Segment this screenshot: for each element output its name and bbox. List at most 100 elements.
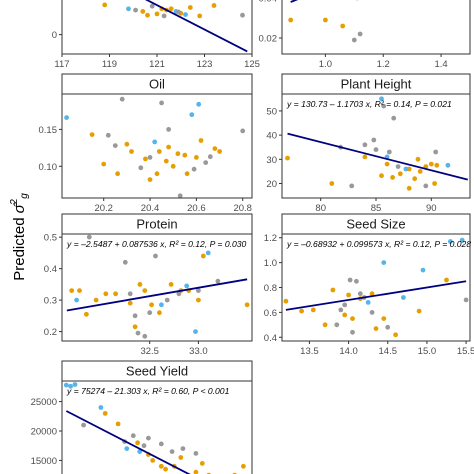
facet-title: Oil <box>149 77 165 92</box>
data-point-grey <box>177 193 183 198</box>
data-point-orange <box>329 181 335 186</box>
data-point-grey <box>180 446 186 451</box>
regression-line <box>65 410 191 474</box>
x-tick-label: 20.4 <box>141 203 160 214</box>
data-point-blue <box>72 382 78 387</box>
data-point-orange <box>342 312 348 318</box>
data-point-orange <box>406 166 412 172</box>
data-point-orange <box>241 463 246 469</box>
y-tick-label: 20 <box>266 179 277 190</box>
data-point-orange <box>428 161 434 167</box>
data-point-grey <box>159 100 165 106</box>
y-tick-label: 0.04 <box>259 0 278 5</box>
data-point-grey <box>147 155 153 160</box>
data-point-orange <box>322 322 328 328</box>
data-point-grey <box>342 302 348 308</box>
data-point-grey <box>357 291 363 297</box>
data-point-orange <box>143 156 148 162</box>
y-tick-label: 0.8 <box>264 283 277 294</box>
data-point-orange <box>196 297 201 303</box>
data-point-orange <box>330 287 336 293</box>
data-point-grey <box>119 96 125 102</box>
regression-annotation: y = –2.5487 + 0.087536 x, R² = 0.12, P =… <box>66 239 247 249</box>
data-point-orange <box>416 308 422 314</box>
data-point-orange <box>362 154 368 160</box>
data-point-orange <box>140 9 146 14</box>
data-point-orange <box>288 17 294 23</box>
y-tick-label: 0.10 <box>39 162 58 173</box>
data-point-orange <box>244 302 250 308</box>
data-point-blue <box>379 96 384 102</box>
data-point-grey <box>240 12 245 18</box>
data-point-blue <box>365 300 371 305</box>
panel-background <box>282 234 470 341</box>
plot-area <box>288 0 363 43</box>
data-point-grey <box>141 443 147 449</box>
data-point-orange <box>379 173 384 179</box>
data-point-blue <box>403 166 409 172</box>
panel-border <box>61 233 253 342</box>
facet-panel-1: 010117119121123125 <box>52 0 260 70</box>
data-point-grey <box>362 142 368 148</box>
data-point-grey <box>146 435 151 441</box>
y-tick-label: 30 <box>266 155 277 166</box>
data-point-orange <box>393 332 398 338</box>
data-point-grey <box>433 149 439 155</box>
regression-annotation: y = 130.73 – 1.1703 x, R² = 0.14, P = 0.… <box>286 99 452 109</box>
data-point-orange <box>369 291 375 297</box>
x-tick-label: 1.0 <box>319 59 332 70</box>
data-point-orange <box>157 310 162 316</box>
data-point-grey <box>142 333 148 339</box>
data-point-grey <box>423 183 429 189</box>
data-point-blue <box>124 446 130 451</box>
data-point-orange <box>434 162 440 168</box>
data-point-orange <box>163 466 169 472</box>
data-point-blue <box>381 260 387 265</box>
data-point-blue <box>196 101 202 107</box>
x-tick-label: 32.5 <box>140 346 159 357</box>
data-point-grey <box>369 310 375 315</box>
data-point-orange <box>175 151 181 157</box>
data-point-blue <box>98 405 104 410</box>
data-point-grey <box>135 330 141 336</box>
data-point-orange <box>397 171 403 177</box>
data-point-orange <box>135 440 141 446</box>
data-point-grey <box>463 297 469 303</box>
data-point-grey <box>385 324 391 330</box>
data-point-grey <box>391 115 397 121</box>
data-point-grey <box>373 147 379 153</box>
data-point-orange <box>170 163 176 169</box>
data-point-orange <box>127 300 133 306</box>
data-point-orange <box>412 176 418 182</box>
data-point-orange <box>310 307 316 313</box>
data-point-grey <box>161 13 167 19</box>
x-tick-label: 20.6 <box>187 203 206 214</box>
data-point-orange <box>194 155 199 160</box>
panel-background <box>62 234 252 341</box>
data-point-orange <box>285 155 290 161</box>
data-point-grey <box>81 422 86 428</box>
data-point-grey <box>350 329 355 335</box>
panel-border <box>61 93 253 199</box>
data-point-blue <box>459 237 465 243</box>
y-tick-label: 25000 <box>31 397 57 408</box>
data-point-orange <box>142 288 148 293</box>
data-point-orange <box>137 282 143 287</box>
y-tick-label: 40 <box>266 131 277 142</box>
y-tick-label: 1.0 <box>264 258 277 269</box>
data-point-orange <box>163 158 169 164</box>
data-point-orange <box>217 149 223 154</box>
x-tick-label: 20.2 <box>94 203 113 214</box>
data-point-grey <box>158 441 164 447</box>
data-point-grey <box>130 433 136 439</box>
data-point-blue <box>64 115 69 120</box>
x-tick-label: 121 <box>149 59 165 70</box>
data-point-blue <box>205 250 211 256</box>
data-point-orange <box>182 152 188 158</box>
data-point-grey <box>149 3 155 9</box>
panel-background <box>282 94 470 198</box>
x-tick-label: 125 <box>244 59 260 70</box>
facet-title: Seed Size <box>346 217 405 232</box>
data-point-grey <box>351 37 357 43</box>
